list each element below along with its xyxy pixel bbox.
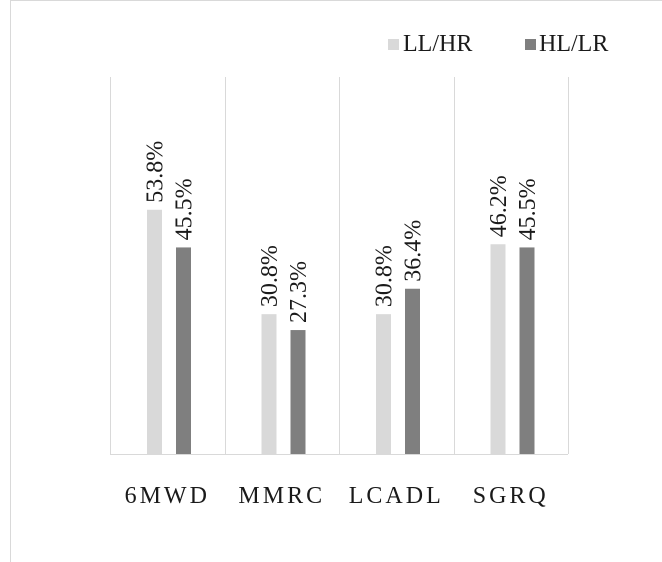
value-label: 46.2% [486, 175, 512, 237]
value-label: 30.8% [372, 245, 398, 307]
value-label: 27.3% [286, 261, 312, 323]
value-label: 30.8% [257, 245, 283, 307]
x-tick-label: SGRQ [473, 483, 549, 509]
value-label: 45.5% [172, 178, 198, 240]
legend-swatch-ll-hr [388, 39, 399, 50]
legend-swatch-hl-lr [525, 39, 536, 50]
bar-6mwd-hl-lr [176, 247, 191, 454]
legend-label-hl-lr: HL/LR [539, 31, 608, 57]
bar-sgrq-ll-hr [490, 244, 506, 454]
x-tick-label: 6MWD [125, 483, 210, 509]
x-tick-labels-group: 6MWD MMRC LCADL SGRQ [125, 483, 549, 509]
x-tick-label: LCADL [349, 483, 444, 509]
value-labels-group: 53.8%45.5%30.8% 27.3% 30.8% 36.4%46.2% 45.5% [143, 141, 542, 323]
legend: LL/HR HL/LR [388, 31, 608, 57]
bar-lcadl-hl-lr [405, 288, 420, 454]
x-tick-label: MMRC [238, 483, 325, 509]
value-label: 36.4% [401, 220, 427, 282]
bar-6mwd-ll-hr [147, 209, 162, 454]
bars-group [147, 209, 535, 454]
bar-lcadl-ll-hr [376, 314, 391, 454]
category-separators [110, 77, 569, 454]
legend-label-ll-hr: LL/HR [403, 31, 472, 57]
bar-mmrc-ll-hr [261, 314, 277, 454]
bar-sgrq-hl-lr [519, 247, 535, 454]
bar-mmrc-hl-lr [290, 330, 306, 454]
value-label: 45.5% [515, 178, 541, 240]
value-label: 53.8% [143, 141, 169, 203]
